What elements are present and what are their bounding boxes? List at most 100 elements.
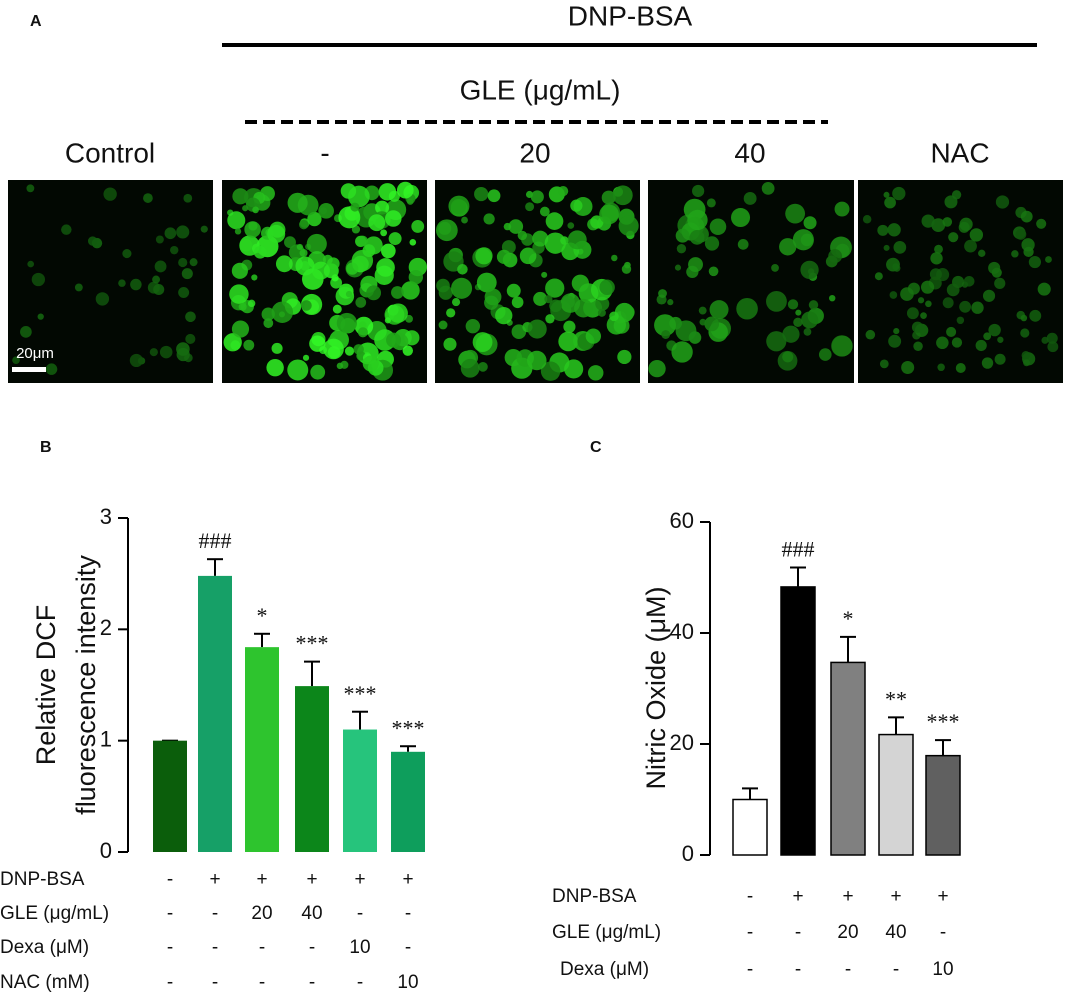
cell bbox=[988, 261, 1001, 274]
cell bbox=[920, 280, 935, 294]
cell bbox=[906, 307, 919, 320]
cell bbox=[988, 323, 1001, 337]
condition-value: - bbox=[167, 937, 173, 958]
cell bbox=[994, 277, 1006, 289]
cell bbox=[299, 219, 309, 230]
cell bbox=[478, 361, 488, 372]
cell bbox=[74, 283, 83, 292]
cell bbox=[391, 286, 404, 299]
cell bbox=[380, 229, 388, 237]
bar bbox=[732, 798, 768, 856]
cell bbox=[766, 290, 787, 312]
condition-value: - bbox=[167, 903, 173, 924]
cell bbox=[743, 192, 757, 205]
cell bbox=[971, 301, 984, 314]
cell bbox=[351, 225, 361, 234]
cell bbox=[541, 271, 548, 278]
cell bbox=[45, 363, 58, 375]
cell bbox=[185, 333, 196, 345]
cell bbox=[1046, 332, 1058, 344]
cell bbox=[348, 185, 370, 208]
cell bbox=[223, 333, 242, 352]
bar bbox=[830, 661, 866, 856]
cell bbox=[981, 357, 994, 369]
cell bbox=[675, 228, 690, 243]
cell bbox=[181, 268, 193, 280]
cell bbox=[517, 230, 528, 241]
cell bbox=[483, 213, 495, 225]
condition-label: DNP-BSA bbox=[0, 869, 85, 890]
condition-value: 10 bbox=[932, 959, 953, 980]
cell bbox=[674, 264, 682, 271]
panel-label: A bbox=[30, 13, 42, 30]
cell bbox=[357, 235, 368, 247]
cell bbox=[31, 272, 46, 287]
cell bbox=[388, 232, 402, 246]
cell bbox=[332, 304, 342, 314]
cell bbox=[567, 230, 587, 250]
significance: ** bbox=[885, 686, 907, 711]
cell bbox=[785, 203, 806, 224]
significance: * bbox=[257, 603, 268, 628]
cell bbox=[736, 297, 758, 320]
cell bbox=[801, 311, 819, 329]
cell bbox=[461, 216, 468, 224]
cell bbox=[227, 211, 246, 230]
cell bbox=[934, 244, 943, 254]
condition-value: - bbox=[309, 972, 315, 993]
cell bbox=[834, 201, 850, 217]
cell bbox=[731, 207, 751, 228]
cell bbox=[571, 274, 589, 292]
cell bbox=[557, 185, 569, 197]
cell bbox=[495, 306, 513, 325]
cell bbox=[771, 264, 779, 272]
cell bbox=[930, 252, 943, 265]
cell bbox=[155, 235, 164, 244]
cell bbox=[358, 321, 367, 329]
cell bbox=[530, 190, 544, 204]
y-axis-label: fluorescence intensity bbox=[71, 555, 101, 815]
cell bbox=[438, 320, 448, 330]
cell bbox=[1028, 255, 1042, 269]
cell bbox=[374, 265, 394, 285]
cell bbox=[164, 227, 177, 240]
condition-value: - bbox=[405, 903, 411, 924]
condition-value: 20 bbox=[251, 903, 272, 924]
cell bbox=[892, 186, 906, 201]
cell bbox=[267, 224, 286, 243]
condition-value: - bbox=[259, 937, 265, 958]
cell bbox=[87, 236, 98, 246]
significance: *** bbox=[344, 681, 377, 706]
cell bbox=[585, 328, 602, 344]
cell bbox=[570, 199, 583, 212]
cell bbox=[936, 336, 949, 350]
cell bbox=[978, 249, 986, 257]
condition-label: Dexa (μM) bbox=[560, 959, 649, 980]
cell bbox=[883, 244, 890, 251]
cell bbox=[1041, 336, 1049, 344]
cell bbox=[975, 339, 987, 352]
cell bbox=[229, 284, 249, 304]
y-tick-label: 3 bbox=[100, 504, 112, 529]
cell bbox=[800, 260, 819, 280]
cell bbox=[149, 348, 158, 357]
cell bbox=[436, 278, 450, 293]
significance: *** bbox=[296, 631, 329, 656]
cell bbox=[178, 287, 190, 298]
cell bbox=[879, 359, 889, 369]
bar bbox=[153, 740, 187, 852]
condition-value: + bbox=[354, 869, 365, 890]
cell bbox=[601, 190, 616, 205]
condition-value: - bbox=[357, 903, 363, 924]
cell bbox=[26, 184, 35, 193]
cell bbox=[457, 264, 468, 275]
cell bbox=[231, 262, 248, 279]
cell bbox=[865, 329, 876, 340]
cell bbox=[446, 308, 456, 318]
cell bbox=[1015, 228, 1027, 240]
cell bbox=[261, 307, 275, 321]
cell bbox=[118, 279, 126, 287]
y-tick-label: 0 bbox=[100, 838, 112, 863]
cell bbox=[311, 261, 330, 280]
